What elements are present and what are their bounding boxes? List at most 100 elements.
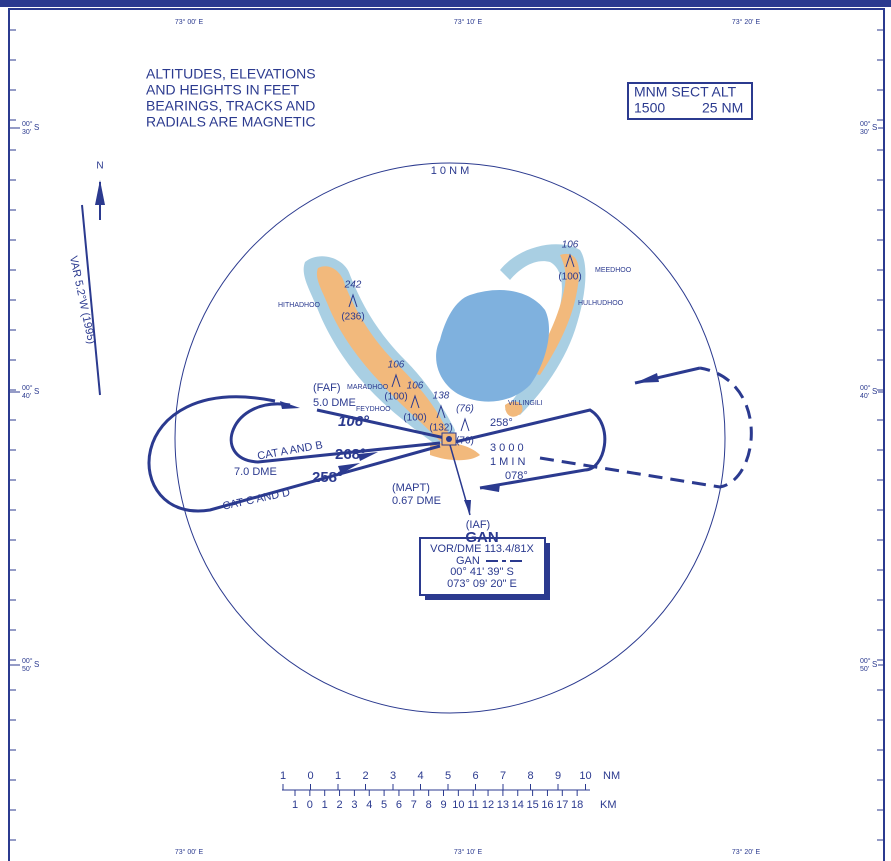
navaid-name: GAN	[465, 529, 498, 546]
scale-km: 11	[467, 799, 478, 811]
scale-km-unit: KM	[600, 799, 617, 811]
arrowheads	[280, 373, 659, 515]
latitude-deg: 00°	[22, 384, 33, 392]
latitude-hem: S	[34, 123, 39, 132]
latitude-hem: S	[872, 660, 877, 669]
navaid-lon: 073° 09' 20" E	[447, 578, 517, 590]
note-line: AND HEIGHTS IN FEET	[146, 82, 300, 98]
latitude-hem: S	[872, 387, 877, 396]
procedure-tracks	[147, 366, 753, 516]
scale-km: 0	[307, 799, 313, 811]
north-label: N	[96, 161, 103, 172]
note-line: RADIALS ARE MAGNETIC	[146, 114, 316, 130]
msa-title: MNM SECT ALT	[634, 84, 737, 100]
island-name: HULHUDHOO	[578, 300, 624, 307]
procedure-faf: (FAF)	[313, 382, 341, 394]
island-name: VILLINGILI	[508, 400, 543, 407]
island-name: MEEDHOO	[595, 267, 632, 274]
scale-nm: 1	[335, 770, 341, 782]
scale-nm: 6	[472, 770, 478, 782]
latitude-min: 40'	[860, 393, 869, 400]
latitude-min: 40'	[22, 393, 31, 400]
longitude-label: 73° 10' E	[454, 848, 483, 856]
note-line: ALTITUDES, ELEVATIONS	[146, 66, 316, 82]
header-strip	[0, 0, 891, 7]
scale-km: 13	[497, 799, 509, 811]
scale-km: 17	[556, 799, 568, 811]
procedure-mapt: (MAPT)	[392, 482, 430, 494]
scale-nm: 5	[445, 770, 451, 782]
islands-art	[303, 244, 586, 461]
scale-km: 1	[322, 799, 328, 811]
longitude-label: 73° 20' E	[732, 18, 761, 26]
procedure-cat-ab-dme: 7.0 DME	[234, 466, 277, 478]
height: (70)	[456, 436, 474, 447]
note-line: BEARINGS, TRACKS AND	[146, 98, 315, 114]
msa-radius: 25 NM	[702, 100, 743, 116]
elevation: 106	[388, 360, 405, 371]
latitude-deg: 00°	[22, 657, 33, 665]
procedure-faf-dme: 5.0 DME	[313, 397, 356, 409]
latitude-deg: 00°	[860, 384, 871, 392]
scale-nm: 0	[307, 770, 313, 782]
scale-km: 9	[440, 799, 446, 811]
height: (100)	[558, 272, 581, 283]
procedure-mapt-dme: 0.67 DME	[392, 495, 441, 507]
height: (100)	[384, 392, 407, 403]
msa-alt: 1500	[634, 100, 665, 116]
navaid-freq: VOR/DME 113.4/81X	[430, 543, 534, 555]
latitude-min: 50'	[22, 666, 31, 673]
elevation: (76)	[456, 404, 474, 415]
spot-marker	[436, 404, 446, 419]
procedure-hold-time: 1 M I N	[490, 456, 526, 468]
height: (236)	[341, 312, 364, 323]
scale-km: 8	[426, 799, 432, 811]
spot-marker	[565, 253, 575, 268]
scale-km: 10	[452, 799, 464, 811]
scale-nm: 1	[280, 770, 286, 782]
longitude-label: 73° 00' E	[175, 848, 204, 856]
scale-km: 14	[512, 799, 524, 811]
procedure-hold-inbound: 258°	[490, 417, 513, 429]
frame	[8, 8, 885, 861]
scale-km: 2	[336, 799, 342, 811]
scale-km: 18	[571, 799, 583, 811]
scale-nm: 8	[527, 770, 533, 782]
scale-nm: 7	[500, 770, 506, 782]
scale-nm: 9	[555, 770, 561, 782]
latitude-min: 50'	[860, 666, 869, 673]
latitude-deg: 00°	[860, 120, 871, 128]
latitude-deg: 00°	[22, 120, 33, 128]
longitude-label: 73° 20' E	[732, 848, 761, 856]
scale-km: 15	[526, 799, 538, 811]
procedure-cat-ab-track: 268°	[335, 446, 366, 463]
procedure-final-track: 106°	[338, 413, 370, 430]
spot-marker	[391, 373, 401, 388]
scale-km: 3	[351, 799, 357, 811]
scale-nm: 4	[417, 770, 423, 782]
procedure-cat-cd-track: 258°	[312, 469, 343, 486]
latitude-hem: S	[34, 660, 39, 669]
elevation: 106	[407, 381, 424, 392]
navaid-ident: GAN	[456, 555, 480, 567]
procedure-hold-outbound: 078°	[505, 470, 528, 482]
elevation: 106	[562, 240, 579, 251]
msa-box	[627, 82, 753, 120]
height: (132)	[429, 423, 452, 434]
island-name: FEYDHOO	[356, 406, 391, 413]
elevation: 138	[433, 391, 450, 402]
procedure-iaf: (IAF)	[466, 519, 490, 531]
latitude-hem: S	[872, 123, 877, 132]
scale-nm: 3	[390, 770, 396, 782]
range-ring	[174, 162, 726, 714]
scale-km: 5	[381, 799, 387, 811]
latitude-min: 30'	[22, 129, 31, 136]
range-label: 1 0 N M	[431, 165, 470, 177]
longitude-label: 73° 10' E	[454, 18, 483, 26]
island-name: MARADHOO	[347, 384, 389, 391]
height: (100)	[403, 413, 426, 424]
spot-marker	[410, 394, 420, 409]
scale-km: 12	[482, 799, 494, 811]
scale-km: 1	[292, 799, 298, 811]
